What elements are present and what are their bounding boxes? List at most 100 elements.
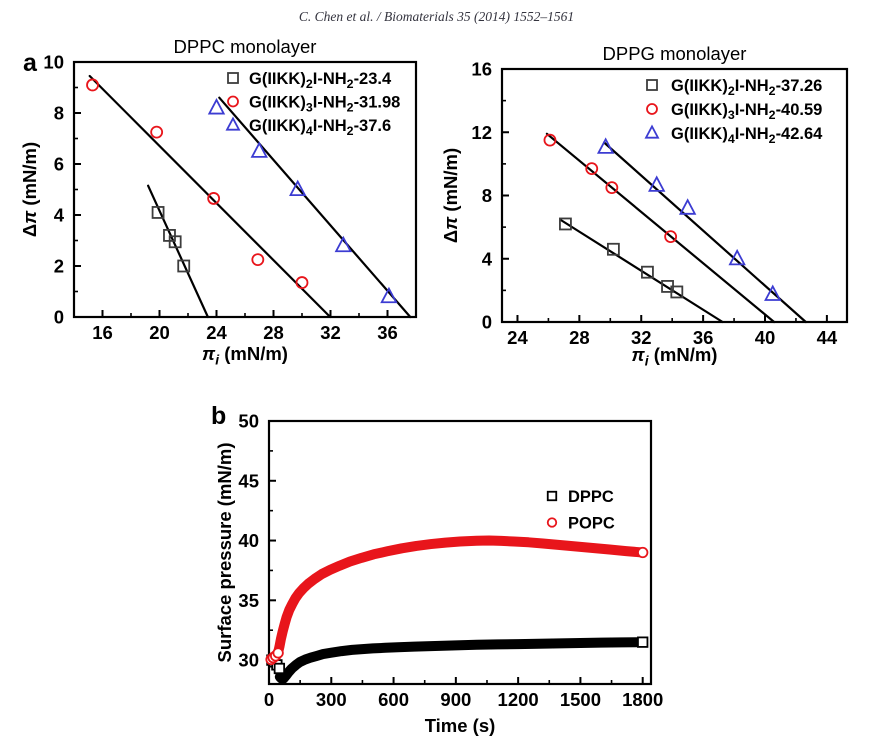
data-point-marker (596, 137, 615, 154)
x-axis-label: πi (mN/m) (632, 344, 718, 368)
legend-marker (644, 124, 660, 139)
data-point-marker (637, 546, 649, 559)
data-point-marker (251, 253, 265, 267)
data-point-marker (606, 242, 620, 256)
x-tick-label: 32 (631, 327, 652, 348)
y-tick-label: 12 (471, 122, 492, 143)
data-curve (272, 535, 648, 660)
data-point-marker (207, 192, 221, 205)
data-curve (274, 637, 648, 684)
data-point-marker (648, 175, 666, 192)
y-tick-label: 16 (471, 59, 492, 80)
plot-frame (267, 419, 653, 686)
panel-a-label: a (23, 49, 37, 77)
y-axis-label: Surface pressure (mN/m) (214, 442, 235, 662)
data-point-marker (764, 284, 782, 301)
x-tick-label: 1200 (498, 689, 539, 710)
data-point-marker (151, 206, 165, 219)
x-tick-label: 24 (206, 322, 227, 343)
data-point-marker (273, 662, 286, 675)
data-point-marker (637, 636, 649, 648)
data-point-marker (678, 198, 697, 215)
data-point-marker (272, 647, 284, 659)
y-tick-label: 8 (482, 185, 492, 206)
fit-line (147, 184, 209, 319)
x-axis-label: πi (mN/m) (202, 343, 288, 367)
legend-label: G(IIKK)2I-NH2-37.26 (671, 77, 822, 98)
x-tick-label: 44 (817, 327, 838, 348)
y-tick-label: 8 (54, 103, 64, 124)
y-tick-label: 0 (482, 312, 492, 333)
data-point-marker (289, 179, 307, 197)
x-tick-label: 300 (316, 689, 347, 710)
x-tick-label: 36 (377, 322, 398, 343)
data-point-marker (250, 141, 268, 158)
y-tick-label: 30 (238, 650, 259, 671)
legend-marker (546, 517, 558, 528)
chart-adsorption-kinetics: 0 300 600 900 1200 1500 1800 30 35 40 45 50 Time (s)… (214, 411, 663, 737)
chart-title: DPPG monolayer (603, 43, 747, 64)
legend-marker (646, 79, 658, 91)
y-tick-label: 4 (482, 248, 493, 269)
data-point-marker (605, 181, 619, 194)
data-point-marker (670, 285, 684, 299)
data-point-marker (728, 248, 746, 266)
legend-label: G(IIKK)4I-NH2-42.64 (671, 125, 823, 146)
x-tick-label: 32 (320, 322, 341, 343)
data-point-marker (559, 217, 572, 231)
fit-line (545, 132, 776, 324)
fit-line (218, 96, 412, 319)
legend-label: G(IIKK)2I-NH2-23.4 (249, 70, 392, 91)
legend-label: POPC (568, 515, 615, 533)
x-tick-label: 36 (693, 327, 714, 348)
y-axis-label: Δπ (mN/m) (19, 142, 40, 237)
y-tick-label: 2 (54, 256, 64, 277)
y-tick-label: 6 (54, 154, 64, 175)
legend-label: G(IIKK)3I-NH2-40.59 (671, 101, 822, 122)
y-tick-label: 0 (54, 307, 64, 328)
x-tick-label: 24 (507, 327, 528, 348)
legend-marker (546, 490, 558, 502)
legend-marker (646, 103, 658, 115)
legend-label: G(IIKK)3I-NH2-31.98 (249, 94, 400, 115)
x-tick-label: 40 (755, 327, 776, 348)
data-point-marker (641, 265, 654, 279)
x-tick-label: 600 (378, 689, 409, 710)
fit-line (603, 141, 807, 324)
x-axis-label: Time (s) (425, 715, 496, 736)
x-tick-label: 1800 (622, 689, 663, 710)
data-point-marker (380, 286, 398, 304)
y-tick-label: 45 (238, 470, 259, 491)
data-point-marker (86, 78, 99, 92)
data-point-marker (207, 98, 226, 115)
legend-marker (227, 72, 239, 84)
y-tick-label: 50 (238, 411, 259, 432)
x-tick-label: 20 (149, 322, 170, 343)
y-tick-label: 4 (54, 205, 65, 226)
x-tick-label: 0 (264, 689, 274, 710)
data-point-marker (543, 133, 557, 147)
legend-marker (227, 95, 239, 108)
y-tick-label: 10 (43, 52, 64, 73)
legend-label: DPPC (568, 488, 614, 506)
data-point-marker (150, 125, 164, 139)
x-tick-label: 900 (440, 689, 471, 710)
y-tick-label: 35 (238, 590, 259, 611)
x-tick-label: 1500 (560, 689, 601, 710)
journal-citation: C. Chen et al. / Biomaterials 35 (2014) … (298, 9, 575, 24)
data-point-marker (295, 276, 309, 289)
data-point-marker (585, 162, 599, 176)
x-tick-label: 16 (92, 322, 113, 343)
y-axis-label: Δπ (mN/m) (440, 148, 461, 243)
x-tick-label: 28 (263, 322, 284, 343)
data-point-marker (168, 235, 182, 249)
legend-label: G(IIKK)4I-NH2-37.6 (249, 117, 391, 138)
data-point-marker (664, 230, 678, 244)
panel-b-label: b (211, 402, 227, 430)
legend-marker (225, 116, 241, 131)
y-tick-label: 40 (238, 530, 259, 551)
data-point-marker (177, 259, 191, 273)
x-tick-label: 28 (569, 327, 590, 348)
